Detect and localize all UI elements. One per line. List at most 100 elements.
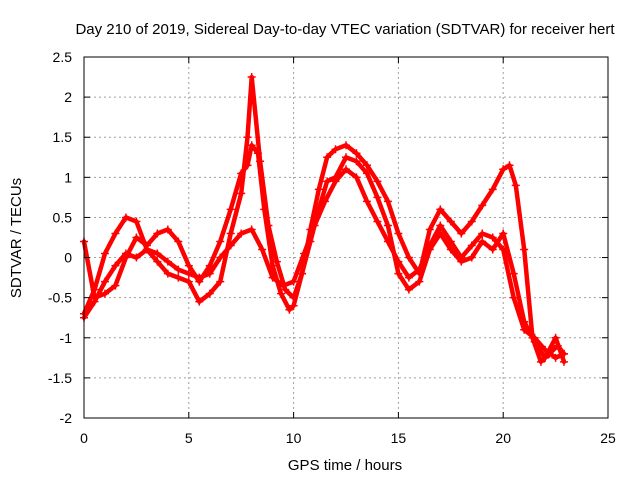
data-point-marker [247,73,256,82]
data-point-marker [478,229,487,238]
data-point-marker [559,357,568,366]
data-point-marker [488,233,497,242]
data-point-marker [163,225,172,234]
data-point-marker [247,225,256,234]
x-tick-label: 10 [286,430,302,446]
data-point-marker [111,229,120,238]
data-point-marker [541,345,550,354]
data-point-marker [132,253,141,262]
data-point-marker [184,277,193,286]
data-point-marker [216,237,225,246]
data-point-marker [153,249,162,258]
data-point-marker [511,181,520,190]
data-point-marker [467,253,476,262]
data-point-marker [184,261,193,270]
data-point-marker [457,229,466,238]
y-tick-label: 2.5 [53,49,73,65]
data-point-marker [467,241,476,250]
data-point-marker [237,229,246,238]
data-point-marker [277,289,286,298]
data-point-marker [153,229,162,238]
data-point-marker [536,357,545,366]
data-point-marker [237,189,246,198]
data-point-marker [247,141,256,150]
data-point-marker [436,221,445,230]
data-point-marker [404,285,413,294]
data-point-marker [289,277,298,286]
data-point-marker [362,169,371,178]
data-point-marker [195,297,204,306]
data-point-marker [256,157,265,166]
data-point-marker [446,237,455,246]
data-point-marker [520,245,529,254]
data-series [80,73,568,366]
data-point-marker [436,205,445,214]
data-point-marker [352,173,361,182]
data-point-marker [509,293,518,302]
data-point-marker [404,253,413,262]
data-point-marker [195,273,204,282]
data-point-marker [478,201,487,210]
data-point-marker [279,281,288,290]
data-point-marker [184,269,193,278]
x-tick-label: 25 [600,430,616,446]
data-point-marker [226,229,235,238]
data-point-marker [163,269,172,278]
data-point-marker [559,349,568,358]
data-point-marker [352,157,361,166]
data-point-marker [289,293,298,302]
data-point-marker [226,241,235,250]
data-point-marker [216,253,225,262]
data-point-marker [488,245,497,254]
data-point-marker [373,217,382,226]
data-point-marker [383,197,392,206]
y-tick-label: 0.5 [53,209,73,225]
data-point-marker [264,221,273,230]
data-point-marker [297,269,306,278]
data-point-marker [499,245,508,254]
data-point-marker [373,177,382,186]
x-tick-label: 20 [495,430,511,446]
axis-ticks: 0 5 10 15 20 25 -2 -1.5 -1 -0.5 0 0.5 1 1.5 2 2.5 [48,49,616,446]
data-point-marker [90,285,99,294]
data-point-marker [314,185,323,194]
data-point-marker [174,237,183,246]
data-point-marker [258,245,267,254]
data-point-marker [362,197,371,206]
data-point-marker [362,161,371,170]
data-point-marker [121,213,130,222]
y-tick-label: 0 [64,250,72,266]
x-axis-label: GPS time / hours [288,457,402,474]
data-point-marker [300,249,309,258]
grid [84,57,608,418]
data-point-marker [205,289,214,298]
data-point-marker [243,133,252,142]
data-point-marker [132,233,141,242]
data-point-marker [499,229,508,238]
data-point-marker [425,241,434,250]
data-point-marker [323,153,332,162]
data-point-marker [226,205,235,214]
data-point-marker [121,249,130,258]
y-tick-label: 1 [64,169,72,185]
data-point-marker [352,149,361,158]
data-point-marker [383,237,392,246]
data-point-marker [530,333,539,342]
data-point-marker [505,161,514,170]
x-tick-label: 15 [391,430,407,446]
data-point-marker [404,273,413,282]
y-tick-label: -1.5 [48,370,72,386]
data-point-marker [541,353,550,362]
data-point-marker [467,217,476,226]
data-point-marker [268,273,277,282]
data-point-marker [509,269,518,278]
data-point-marker [394,269,403,278]
data-point-marker [174,273,183,282]
data-point-marker [163,257,172,266]
y-tick-label: -0.5 [48,290,72,306]
data-point-marker [331,145,340,154]
data-point-marker [551,353,560,362]
data-point-marker [457,253,466,262]
